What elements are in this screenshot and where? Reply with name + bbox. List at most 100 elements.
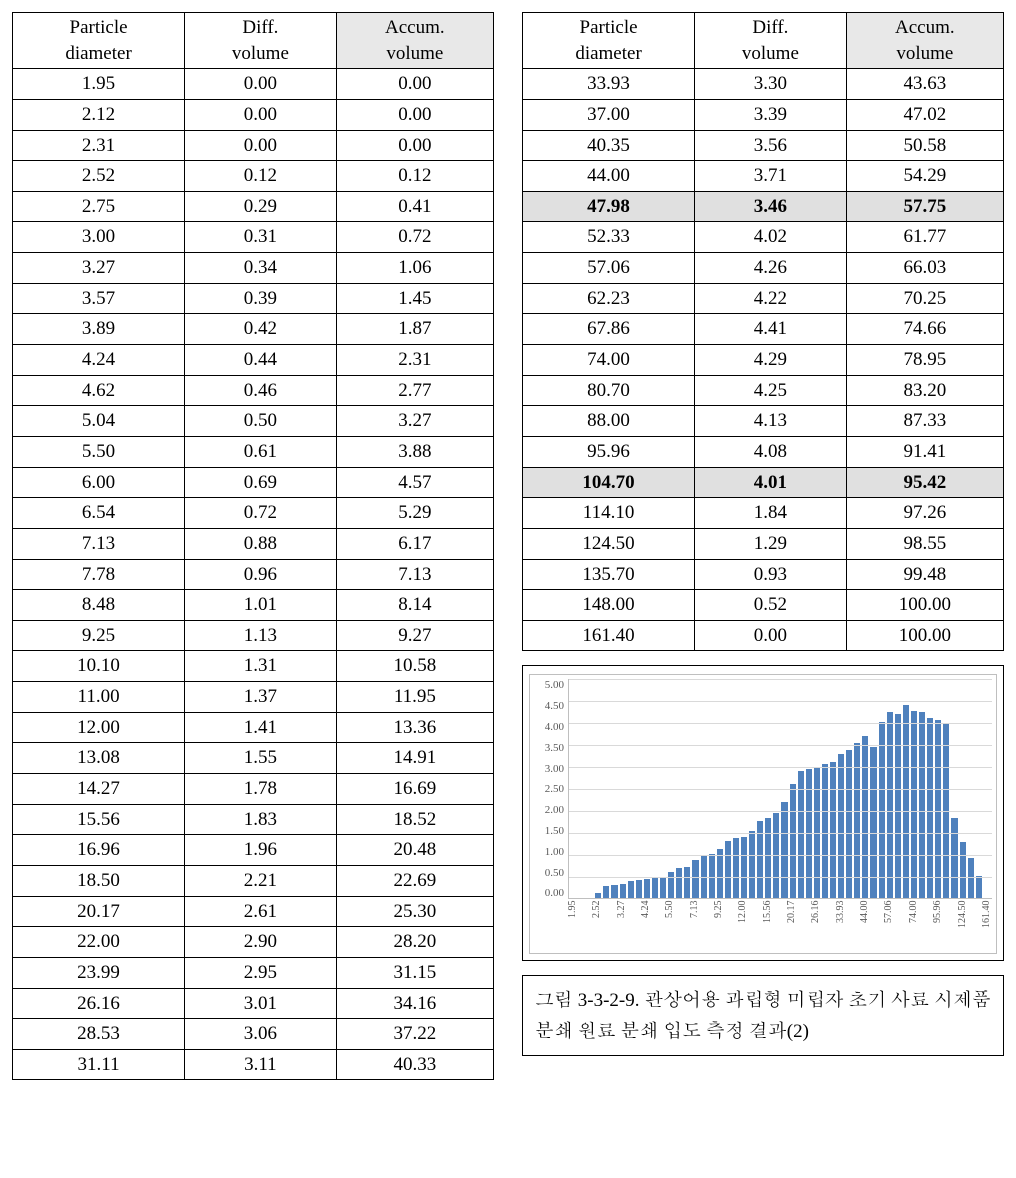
- table-cell: 0.42: [185, 314, 337, 345]
- chart-x-tick-label: 44.00: [860, 901, 870, 949]
- table-row: 67.864.4174.66: [523, 314, 1004, 345]
- table-cell: 3.27: [336, 406, 493, 437]
- col-header-text: Particle: [580, 17, 638, 38]
- table-cell: 2.90: [185, 927, 337, 958]
- table-cell: 3.06: [185, 1019, 337, 1050]
- chart-x-tick-label: [748, 901, 755, 949]
- table-cell: 1.96: [185, 835, 337, 866]
- chart-x-axis: 1.952.523.274.245.507.139.2512.0015.5620…: [568, 901, 992, 949]
- chart-bar: [935, 720, 941, 899]
- table-cell: 83.20: [846, 375, 1003, 406]
- chart-gridline: [569, 789, 992, 790]
- chart-bar: [887, 712, 893, 899]
- chart-bar: [911, 711, 917, 899]
- table-cell: 95.96: [523, 436, 695, 467]
- table-row: 3.890.421.87: [13, 314, 494, 345]
- chart-x-tick-label: 7.13: [690, 901, 700, 949]
- table-cell: 44.00: [523, 161, 695, 192]
- table-cell: 1.31: [185, 651, 337, 682]
- table-row: 80.704.2583.20: [523, 375, 1004, 406]
- table-row: 3.000.310.72: [13, 222, 494, 253]
- table-row: 23.992.9531.15: [13, 957, 494, 988]
- table-row: 40.353.5650.58: [523, 130, 1004, 161]
- table-cell: 0.50: [185, 406, 337, 437]
- table-cell: 80.70: [523, 375, 695, 406]
- table-cell: 52.33: [523, 222, 695, 253]
- table-cell: 26.16: [13, 988, 185, 1019]
- table-cell: 104.70: [523, 467, 695, 498]
- table-row: 28.533.0637.22: [13, 1019, 494, 1050]
- table-cell: 135.70: [523, 559, 695, 590]
- table-cell: 3.00: [13, 222, 185, 253]
- chart-bar: [611, 885, 617, 899]
- chart-y-tick-label: 1.50: [534, 825, 564, 837]
- table-row: 16.961.9620.48: [13, 835, 494, 866]
- table-cell: 0.44: [185, 345, 337, 376]
- table-cell: 0.12: [336, 161, 493, 192]
- table-cell: 0.00: [336, 69, 493, 100]
- table-cell: 4.13: [695, 406, 847, 437]
- table-cell: 70.25: [846, 283, 1003, 314]
- chart-gridline: [569, 679, 992, 680]
- table-row: 6.540.725.29: [13, 498, 494, 529]
- chart-bar: [595, 893, 601, 898]
- table-cell: 57.06: [523, 253, 695, 284]
- table-cell: 124.50: [523, 528, 695, 559]
- table-cell: 47.98: [523, 191, 695, 222]
- table-cell: 98.55: [846, 528, 1003, 559]
- chart-gridline: [569, 723, 992, 724]
- table-cell: 4.02: [695, 222, 847, 253]
- chart-bar: [692, 860, 698, 899]
- table-cell: 0.46: [185, 375, 337, 406]
- col-header-text: Particle: [70, 17, 128, 38]
- chart-y-tick-label: 0.50: [534, 867, 564, 879]
- table-row: 2.120.000.00: [13, 99, 494, 130]
- chart-gridline: [569, 811, 992, 812]
- table-row: 18.502.2122.69: [13, 865, 494, 896]
- table-cell: 3.89: [13, 314, 185, 345]
- table-cell: 4.26: [695, 253, 847, 284]
- col-header-particle: Particle diameter: [523, 13, 695, 69]
- table-cell: 95.42: [846, 467, 1003, 498]
- table-row: 12.001.4113.36: [13, 712, 494, 743]
- table-cell: 20.17: [13, 896, 185, 927]
- table-cell: 28.20: [336, 927, 493, 958]
- table-row: 22.002.9028.20: [13, 927, 494, 958]
- col-header-text: Diff.: [752, 17, 788, 38]
- table-cell: 4.29: [695, 345, 847, 376]
- chart-x-tick-label: 26.16: [811, 901, 821, 949]
- table-cell: 37.22: [336, 1019, 493, 1050]
- table-row: 10.101.3110.58: [13, 651, 494, 682]
- chart-x-tick-label: [821, 901, 828, 949]
- chart-bar: [733, 838, 739, 898]
- col-header-diff: Diff. volume: [185, 13, 337, 69]
- table-cell: 0.39: [185, 283, 337, 314]
- table-cell: 18.50: [13, 865, 185, 896]
- table-row: 1.950.000.00: [13, 69, 494, 100]
- table-cell: 22.69: [336, 865, 493, 896]
- table-cell: 10.58: [336, 651, 493, 682]
- table-row: 5.500.613.88: [13, 436, 494, 467]
- table-cell: 25.30: [336, 896, 493, 927]
- table-cell: 20.48: [336, 835, 493, 866]
- chart-plot-frame: 5.004.504.003.503.002.502.001.501.000.50…: [529, 674, 997, 954]
- chart-x-tick-label: [602, 901, 609, 949]
- col-header-text: Accum.: [895, 17, 955, 38]
- table-row: 8.481.018.14: [13, 590, 494, 621]
- chart-x-tick-label: 95.96: [933, 901, 943, 949]
- table-row: 62.234.2270.25: [523, 283, 1004, 314]
- col-header-text: Diff.: [242, 17, 278, 38]
- table-cell: 7.13: [336, 559, 493, 590]
- chart-x-tick-label: [894, 901, 901, 949]
- figure-caption: 그림 3-3-2-9. 관상어용 과립형 미립자 초기 사료 시제품 분쇄 원료…: [522, 975, 1004, 1056]
- table-cell: 50.58: [846, 130, 1003, 161]
- table-cell: 2.61: [185, 896, 337, 927]
- chart-bar: [968, 858, 974, 899]
- table-row: 114.101.8497.26: [523, 498, 1004, 529]
- table-row: 52.334.0261.77: [523, 222, 1004, 253]
- table-row: 5.040.503.27: [13, 406, 494, 437]
- col-header-text: Accum.: [385, 17, 445, 38]
- table-cell: 1.95: [13, 69, 185, 100]
- table-cell: 1.13: [185, 620, 337, 651]
- table-cell: 2.21: [185, 865, 337, 896]
